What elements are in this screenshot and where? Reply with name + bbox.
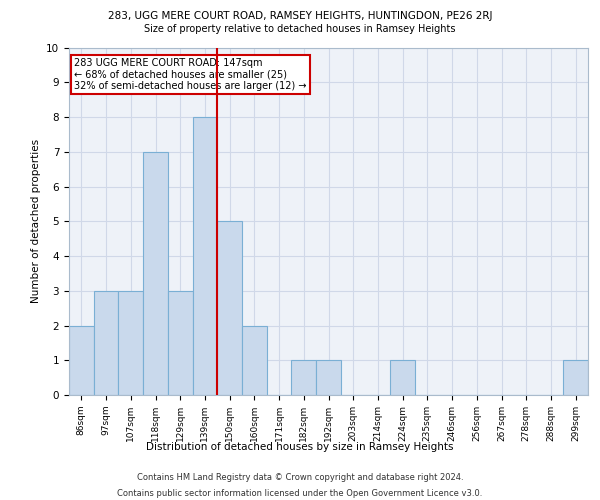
Text: Size of property relative to detached houses in Ramsey Heights: Size of property relative to detached ho… [144,24,456,34]
Text: Contains HM Land Registry data © Crown copyright and database right 2024.: Contains HM Land Registry data © Crown c… [137,472,463,482]
Bar [143,152,168,395]
Text: 283 UGG MERE COURT ROAD: 147sqm
← 68% of detached houses are smaller (25)
32% of: 283 UGG MERE COURT ROAD: 147sqm ← 68% of… [74,58,307,91]
Y-axis label: Number of detached properties: Number of detached properties [31,139,41,304]
Bar [242,326,267,395]
Bar [94,291,118,395]
Bar [292,360,316,395]
Text: Contains public sector information licensed under the Open Government Licence v3: Contains public sector information licen… [118,489,482,498]
Text: Distribution of detached houses by size in Ramsey Heights: Distribution of detached houses by size … [146,442,454,452]
Bar [563,360,588,395]
Bar [390,360,415,395]
Bar [118,291,143,395]
Text: 283, UGG MERE COURT ROAD, RAMSEY HEIGHTS, HUNTINGDON, PE26 2RJ: 283, UGG MERE COURT ROAD, RAMSEY HEIGHTS… [108,11,492,21]
Bar [316,360,341,395]
Bar [168,291,193,395]
Bar [217,221,242,395]
Bar [193,117,217,395]
Bar [69,326,94,395]
